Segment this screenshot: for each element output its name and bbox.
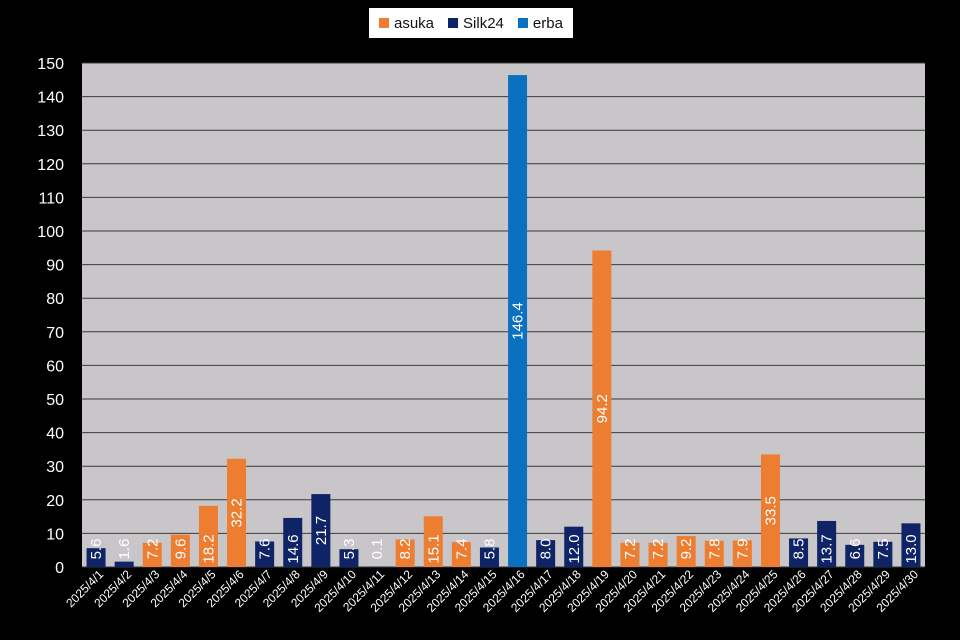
data-label: 8.0: [538, 539, 555, 560]
data-label: 7.2: [144, 539, 161, 560]
y-tick-label: 120: [37, 157, 64, 174]
y-axis-ticks: 0 10 20 30 40 50 60 70 80 90 100 110 120 130 140 150: [37, 56, 64, 577]
bar: [592, 250, 612, 567]
bar: [198, 505, 218, 567]
bar: [339, 549, 359, 567]
legend-item-silk24: Silk24: [448, 15, 504, 32]
legend-label-silk24: Silk24: [463, 14, 504, 32]
bar: [142, 542, 162, 567]
legend: asuka Silk24 erba: [369, 8, 573, 38]
bar: [817, 520, 837, 567]
bar: [564, 526, 584, 567]
data-label: 14.6: [285, 534, 302, 563]
y-tick-label: 30: [46, 459, 64, 476]
bar: [704, 540, 724, 567]
data-label: 7.2: [622, 539, 639, 560]
bar: [845, 544, 865, 567]
data-label: 146.4: [510, 302, 527, 340]
data-label: 7.5: [875, 539, 892, 560]
data-label: 32.2: [229, 498, 246, 527]
bar: [789, 538, 809, 567]
data-label: 21.7: [313, 516, 330, 545]
bar: [479, 547, 499, 567]
data-label: 18.2: [200, 534, 217, 563]
bar: [86, 548, 106, 567]
legend-swatch-erba: [517, 18, 528, 28]
data-label: 6.6: [847, 539, 864, 560]
bar: [114, 561, 134, 567]
data-label: 9.2: [678, 539, 695, 560]
bar: [170, 534, 190, 567]
data-label: 33.5: [762, 496, 779, 525]
plot-area: [82, 63, 925, 567]
y-tick-label: 90: [46, 258, 64, 275]
bar: [255, 541, 275, 567]
y-tick-label: 130: [37, 123, 64, 140]
data-label: 5.6: [88, 539, 105, 560]
x-axis-ticks: 2025/4/12025/4/22025/4/32025/4/42025/4/5…: [63, 567, 921, 615]
data-label: 94.2: [594, 394, 611, 423]
gridlines: [82, 62, 925, 568]
data-label: 1.6: [116, 539, 133, 560]
bar: [732, 540, 752, 567]
data-label: 7.6: [257, 539, 274, 560]
y-tick-label: 110: [38, 190, 64, 207]
y-tick-label: 20: [46, 493, 64, 510]
bar: [620, 542, 640, 567]
bar: [423, 516, 443, 567]
legend-swatch-silk24: [448, 18, 459, 28]
legend-item-asuka: asuka: [379, 15, 434, 32]
data-label: 8.2: [397, 539, 414, 560]
bar: [536, 540, 556, 567]
data-label: 7.4: [453, 539, 470, 560]
legend-label-asuka: asuka: [394, 14, 435, 32]
bars: [86, 75, 921, 567]
data-label: 8.5: [791, 539, 808, 560]
legend-label-erba: erba: [532, 14, 563, 32]
bar: [283, 517, 303, 567]
y-tick-label: 70: [46, 325, 64, 342]
data-label: 7.2: [650, 539, 667, 560]
bar: [451, 542, 471, 567]
bar: [227, 458, 247, 567]
y-tick-label: 40: [46, 426, 64, 443]
bar: [395, 539, 415, 567]
data-label: 5.8: [481, 539, 498, 560]
bar: [508, 75, 528, 567]
y-tick-label: 100: [37, 224, 64, 241]
legend-swatch-asuka: [379, 18, 389, 28]
bar: [760, 454, 780, 567]
data-label: 13.7: [819, 534, 836, 563]
y-tick-label: 0: [55, 560, 64, 577]
data-label: 15.1: [425, 534, 442, 563]
data-label: 12.0: [566, 534, 583, 563]
y-tick-label: 50: [46, 392, 64, 409]
data-labels: 5.6 1.6 7.2 9.6 18.2 32.2 7.6 14.6 21.7 5.3 0.1 8.2…: [88, 302, 920, 563]
y-tick-label: 60: [46, 358, 64, 375]
data-label: 9.6: [172, 539, 189, 560]
data-label: 7.8: [706, 539, 723, 560]
bar: [901, 523, 921, 567]
y-tick-label: 80: [46, 291, 64, 308]
bar: [311, 494, 331, 567]
legend-item-erba: erba: [517, 14, 563, 32]
bar: [676, 536, 696, 567]
y-tick-label: 10: [46, 526, 64, 543]
data-label: 5.3: [341, 539, 358, 560]
data-label: 13.0: [903, 534, 920, 563]
bar: [873, 541, 893, 567]
y-tick-label: 140: [37, 90, 64, 107]
data-label: 0.1: [369, 539, 386, 560]
y-tick-label: 150: [37, 56, 64, 73]
data-label: 7.9: [734, 539, 751, 560]
bar: [648, 542, 668, 567]
